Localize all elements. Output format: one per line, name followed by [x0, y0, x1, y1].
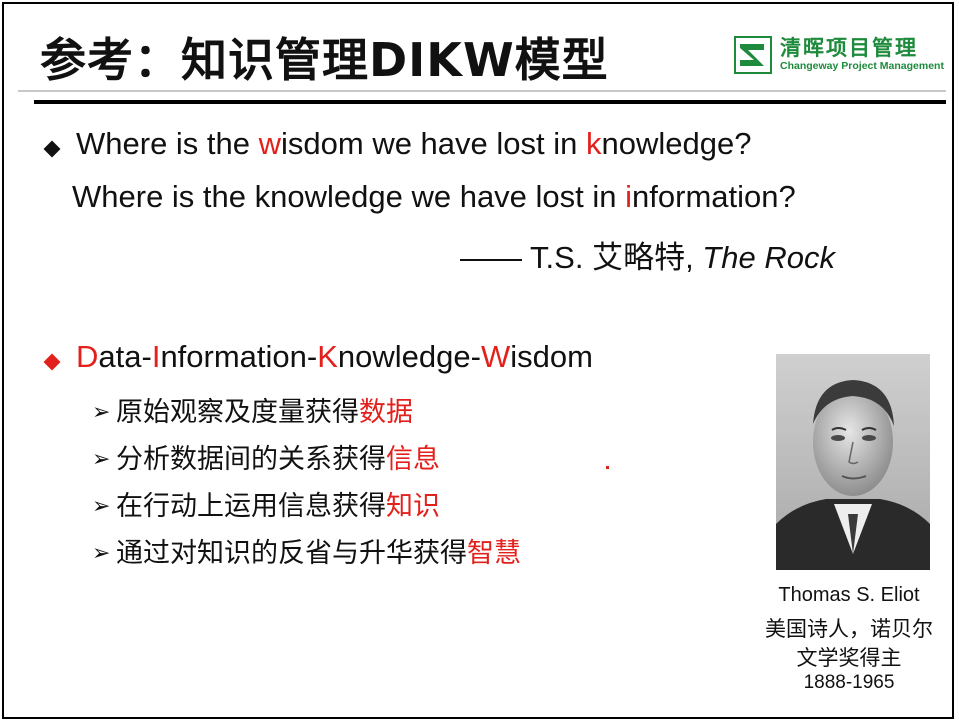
- dikw-item-knowledge: ➢ 在行动上运用信息获得知识: [92, 484, 440, 523]
- portrait-photo: [776, 354, 930, 570]
- portrait-illustration: [776, 354, 930, 570]
- title-divider-thin: [18, 90, 946, 92]
- dikw-item-wisdom: ➢ 通过对知识的反省与升华获得智慧: [92, 531, 521, 570]
- title-divider-thick: [34, 100, 946, 104]
- arrow-bullet-icon: ➢: [92, 400, 116, 425]
- red-speck: [606, 466, 609, 469]
- slide-title: 参考：知识管理DIKW模型: [40, 24, 609, 90]
- diamond-bullet-red-icon: [44, 354, 61, 371]
- quote-line-2: Where is the knowledge we have lost in i…: [72, 179, 796, 215]
- logo-name-en: Changeway Project Management: [780, 60, 944, 72]
- diamond-bullet-icon: [44, 141, 61, 158]
- logo-name-cn: 清晖项目管理: [780, 32, 918, 62]
- dikw-item-information: ➢ 分析数据间的关系获得信息: [92, 437, 440, 476]
- company-logo: 清晖项目管理 Changeway Project Management: [734, 34, 946, 76]
- portrait-name: Thomas S. Eliot: [744, 584, 954, 607]
- portrait-desc-line-2: 文学奖得主: [744, 642, 954, 672]
- quote-attribution: —— T.S. 艾略特, The Rock: [460, 232, 835, 277]
- logo-mark-icon: [734, 36, 772, 74]
- dikw-heading: Data-Information-Knowledge-Wisdom: [76, 339, 593, 375]
- arrow-bullet-icon: ➢: [92, 447, 116, 472]
- arrow-bullet-icon: ➢: [92, 494, 116, 519]
- portrait-desc-line-1: 美国诗人，诺贝尔: [744, 613, 954, 643]
- portrait-years: 1888-1965: [744, 672, 954, 694]
- quote-line-1: Where is the wisdom we have lost in know…: [76, 126, 751, 162]
- dikw-item-data: ➢ 原始观察及度量获得数据: [92, 390, 413, 429]
- arrow-bullet-icon: ➢: [92, 541, 116, 566]
